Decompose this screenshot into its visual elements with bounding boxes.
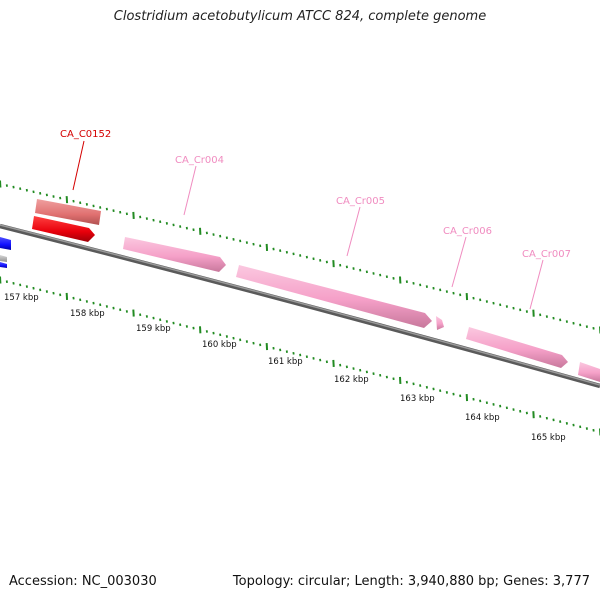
axis-label-159: 159 kbp [136,324,171,334]
gene-fragment-gray [0,255,7,262]
label-ca-cr005: CA_Cr005 [336,196,385,207]
label-ca-c0152: CA_C0152 [60,129,111,140]
gene-ca-c0152 [32,216,95,242]
leader-ca-c0152 [72,140,85,191]
gene-partial-right [578,362,600,382]
gene-fragment-blue [0,237,11,250]
leader-ca-cr007 [529,259,544,310]
gene-ca-cr005 [236,265,432,328]
axis-label-158: 158 kbp [70,309,105,319]
genome-backbone [0,223,600,389]
upper-tick-ruler [0,180,600,334]
leader-ca-cr006 [451,236,467,288]
gene-ca-cr007 [466,327,568,368]
leader-ca-cr004 [183,165,197,216]
axis-label-163: 163 kbp [400,394,435,404]
leader-ca-cr005 [346,206,361,257]
gene-ca-cr004 [123,237,226,272]
axis-label-164: 164 kbp [465,413,500,423]
gene-ca-c0152-upper [35,199,101,225]
gene-fragment-blue-lower [0,262,7,268]
axis-label-157: 157 kbp [4,293,39,303]
axis-label-160: 160 kbp [202,340,237,350]
axis-label-161: 161 kbp [268,357,303,367]
map-title: Clostridium acetobutylicum ATCC 824, com… [113,9,487,24]
genome-summary: Topology: circular; Length: 3,940,880 bp… [232,574,590,589]
axis-label-165: 165 kbp [531,433,566,443]
label-ca-cr007: CA_Cr007 [522,249,571,260]
gene-ca-cr006 [436,316,444,330]
lower-tick-ruler [0,276,600,436]
label-ca-cr006: CA_Cr006 [443,226,492,237]
label-ca-cr004: CA_Cr004 [175,155,224,166]
accession-label: Accession: NC_003030 [9,574,157,589]
axis-label-162: 162 kbp [334,375,369,385]
